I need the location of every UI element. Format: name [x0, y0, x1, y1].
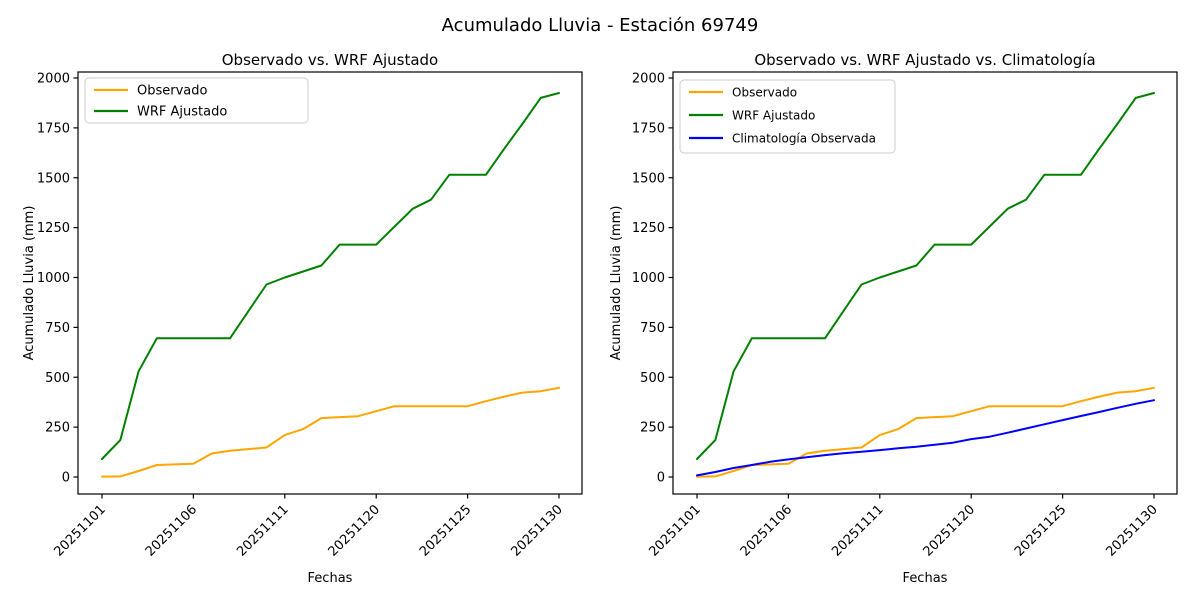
legend: Observado WRF Ajustado Climatología Observ…	[679, 79, 896, 154]
x-tick-label: 20251125	[1012, 502, 1069, 559]
y-tick-label: 2000	[37, 72, 70, 87]
y-tick-label: 500	[45, 371, 70, 386]
y-tick-label: 250	[45, 421, 70, 436]
y-tick-label: 1000	[632, 271, 665, 286]
y-tick-label: 1750	[632, 121, 665, 136]
subplot-right: 0 250 500 750 1000 1250 1500 1750 2000 20251101 20…	[632, 71, 1178, 560]
y-tick-label: 0	[657, 471, 665, 486]
y-tick-label: 1250	[632, 221, 665, 236]
y-tick-label: 0	[62, 471, 70, 486]
figure-suptitle: Acumulado Lluvia - Estación 69749	[442, 15, 759, 36]
legend-box	[84, 77, 309, 124]
x-tick-label: 20251101	[51, 502, 108, 559]
y-tick-label: 2000	[632, 72, 665, 87]
subplot-right-yaxis-label: Acumulado Lluvia (mm)	[609, 206, 624, 361]
axes-frame	[77, 71, 583, 495]
y-tick-label: 750	[640, 321, 665, 336]
line-observado	[101, 386, 560, 478]
line-observado	[696, 386, 1155, 478]
x-tick-label: 20251111	[829, 502, 886, 559]
legend-label-wrf-ajustado: WRF Ajustado	[732, 108, 815, 122]
x-tick-label: 20251106	[738, 502, 795, 559]
axes-frame	[672, 71, 1178, 495]
x-tick-label: 20251120	[921, 502, 978, 559]
subplot-left: 0 250 500 750 1000 1250 1500 1750 2000 20251101 20…	[37, 71, 583, 560]
legend: Observado WRF Ajustado	[84, 77, 309, 124]
y-tick-label: 1000	[37, 271, 70, 286]
line-wrf-ajustado	[696, 92, 1155, 460]
y-tick-label: 1250	[37, 221, 70, 236]
x-tick-label: 20251120	[326, 502, 383, 559]
legend-label-observado: Observado	[732, 85, 797, 99]
line-climatologia-observada	[696, 399, 1155, 477]
x-tick-label: 20251130	[508, 502, 565, 559]
x-tick-label: 20251111	[234, 502, 291, 559]
subplot-right-xaxis-label: Fechas	[903, 571, 948, 586]
y-tick-label: 500	[640, 371, 665, 386]
x-tick-label: 20251101	[646, 502, 703, 559]
subplot-left-yaxis-label: Acumulado Lluvia (mm)	[22, 206, 37, 361]
legend-label-observado: Observado	[137, 84, 208, 99]
y-tick-label: 1500	[632, 171, 665, 186]
subplot-left-title: Observado vs. WRF Ajustado	[222, 51, 438, 69]
legend-label-climatologia-observada: Climatología Observada	[732, 131, 876, 145]
y-tick-label: 1750	[37, 121, 70, 136]
x-tick-label: 20251125	[417, 502, 474, 559]
subplot-left-xaxis-label: Fechas	[308, 571, 353, 586]
line-wrf-ajustado	[101, 92, 560, 460]
legend-box	[679, 79, 896, 154]
legend-label-wrf-ajustado: WRF Ajustado	[137, 105, 227, 120]
y-tick-label: 250	[640, 421, 665, 436]
plots-layer: 0 250 500 750 1000 1250 1500 1750 2000 20251101 20…	[37, 71, 1178, 560]
x-tick-label: 20251130	[1103, 502, 1160, 559]
x-tick-label: 20251106	[143, 502, 200, 559]
subplot-right-title: Observado vs. WRF Ajustado vs. Climatolo…	[754, 51, 1095, 69]
y-tick-label: 1500	[37, 171, 70, 186]
y-tick-label: 750	[45, 321, 70, 336]
